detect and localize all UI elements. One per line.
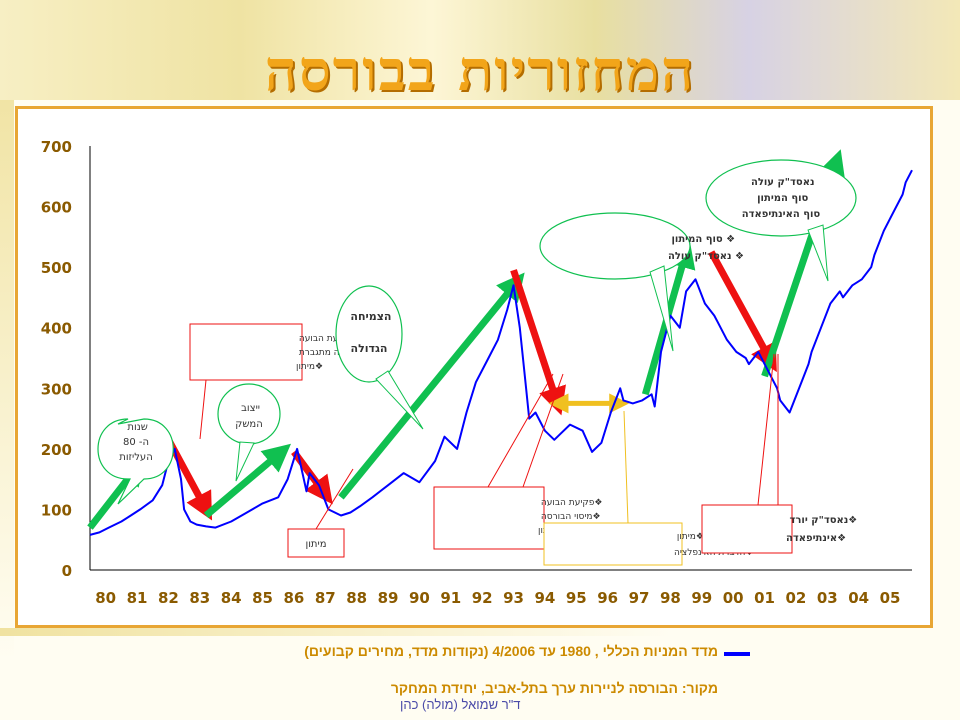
x-tick-label: 01 xyxy=(754,589,775,607)
x-tick-label: 86 xyxy=(283,589,304,607)
y-tick-label: 300 xyxy=(41,380,72,398)
slide-title: המחזוריות בבורסה xyxy=(264,38,696,104)
x-tick-label: 05 xyxy=(880,589,901,607)
author-name: ד"ר שמואל (מולה) כהן xyxy=(400,697,521,712)
decorative-header-band xyxy=(0,0,960,100)
x-tick-label: 85 xyxy=(252,589,273,607)
x-tick-label: 98 xyxy=(660,589,681,607)
callout-recession-disinflation-line: ❖מיתון xyxy=(677,532,704,542)
callout-years80-text: העליזות xyxy=(119,452,152,463)
trend-arrow-rise xyxy=(338,272,525,500)
x-tick-label: 96 xyxy=(597,589,618,607)
callout-nasdaq-rises-line: סוף המיתון xyxy=(757,193,808,204)
x-tick-label: 83 xyxy=(189,589,210,607)
y-tick-label: 200 xyxy=(41,441,72,459)
callout-bubble1: ❖פקיעת הבועה ❖אינפלציה מתגברת ❖מיתון xyxy=(189,323,377,440)
x-tick-label: 89 xyxy=(378,589,399,607)
callout-bubble2: ❖פקיעת הבועה ❖מיסוי הבורסה ❖תחילת מיתון xyxy=(433,373,603,550)
svg-text:❖ סוף המיתון ❖ נאסד"ק: ❖ סוף המיתון ❖ נאסד"ק עולה xyxy=(668,234,744,262)
x-tick-label: 97 xyxy=(629,589,650,607)
x-tick-label: 02 xyxy=(785,589,806,607)
y-tick-label: 600 xyxy=(41,199,72,217)
x-tick-label: 00 xyxy=(723,589,744,607)
callout-stabilization-text: המשק xyxy=(235,419,263,430)
x-tick-label: 03 xyxy=(817,589,838,607)
svg-text:❖נאסד"ק יורד ❖אינתיפאד: ❖נאסד"ק יורד ❖אינתיפאדה xyxy=(786,515,857,544)
callout-stabilization: ייצוב המשק xyxy=(217,383,281,482)
callout-end-recession-line: ❖ סוף המיתון xyxy=(671,234,735,245)
y-tick-label: 700 xyxy=(41,138,72,156)
callout-nasdaq-falls-line: ❖נאסד"ק יורד xyxy=(789,515,857,526)
callout-big-growth-text: הגדולה xyxy=(351,342,388,355)
x-tick-label: 04 xyxy=(848,589,869,607)
callout-nasdaq-rises: נאסד"ק עולה סוף המיתון סוף האינתיפאדה xyxy=(705,159,857,282)
legend-label: מדד המניות הכללי , 1980 עד 4/2006 (נקודו… xyxy=(304,643,718,659)
callout-end-recession-line: ❖ נאסד"ק עולה xyxy=(668,251,744,262)
x-tick-label: 90 xyxy=(409,589,430,607)
y-tick-label: 100 xyxy=(41,501,72,519)
callout-nasdaq-falls-line: ❖אינתיפאדה xyxy=(786,533,846,544)
svg-text:נאסד"ק עולה סוף המיתון: נאסד"ק עולה סוף המיתון סוף האינתיפאדה xyxy=(742,177,821,220)
callout-years80-text: שנות xyxy=(127,422,147,433)
x-tick-label: 99 xyxy=(691,589,712,607)
callout-end-recession: ❖ סוף המיתון ❖ נאסד"ק עולה xyxy=(539,212,744,352)
x-tick-label: 93 xyxy=(503,589,524,607)
callout-stabilization-text: ייצוב xyxy=(241,403,260,414)
callout-bubble1-line: ❖מיתון xyxy=(296,362,323,372)
decorative-left-band xyxy=(0,100,14,660)
callout-bubble1-line: ❖פקיעת הבועה xyxy=(299,334,361,344)
callout-nasdaq-rises-line: נאסד"ק עולה xyxy=(751,177,815,188)
callout-nasdaq-rises-line: סוף האינתיפאדה xyxy=(742,209,821,220)
callout-years80-text: ה- 80 xyxy=(123,437,149,448)
legend-swatch xyxy=(724,652,750,656)
callout-recession-text: מיתון xyxy=(305,539,326,550)
x-tick-label: 82 xyxy=(158,589,179,607)
x-tick-label: 87 xyxy=(315,589,336,607)
y-tick-label: 400 xyxy=(41,320,72,338)
x-tick-label: 95 xyxy=(566,589,587,607)
callout-nasdaq-falls: ❖נאסד"ק יורד ❖אינתיפאדה xyxy=(701,353,857,554)
svg-text:הצמיחה הגדולה: הצמיחה הגדולה xyxy=(347,310,392,355)
svg-text:ייצוב המשק: ייצוב המשק xyxy=(235,403,263,430)
x-tick-label: 92 xyxy=(472,589,493,607)
trend-arrow-fall xyxy=(510,269,566,416)
x-tick-label: 94 xyxy=(534,589,555,607)
chart-frame: 0 100 200 300 400 500 600 700 80 81 82 83 84 85 86 87 8… xyxy=(15,106,933,628)
callout-years80: שנות ה- 80 העליזות xyxy=(97,418,174,505)
x-tick-label: 80 xyxy=(95,589,116,607)
x-tick-label: 91 xyxy=(440,589,461,607)
callout-big-growth-text: הצמיחה xyxy=(350,310,391,323)
trend-arrow-fall xyxy=(708,250,777,373)
x-tick-label: 81 xyxy=(127,589,148,607)
trend-arrow-rise xyxy=(203,443,292,519)
callout-big-growth: הצמיחה הגדולה xyxy=(335,285,424,430)
chart-axes xyxy=(89,146,912,571)
decorative-bottom-band xyxy=(0,628,960,636)
x-tick-label: 84 xyxy=(221,589,242,607)
callout-recession: מיתון xyxy=(287,468,354,558)
callout-bubble2-line: ❖פקיעת הבועה xyxy=(541,498,603,508)
y-tick-label: 500 xyxy=(41,259,72,277)
source-note: מקור: הבורסה לניירות ערך בתל-אביב, יחידת… xyxy=(390,680,718,696)
index-series-line xyxy=(89,169,913,536)
y-tick-label: 0 xyxy=(62,562,72,580)
callout-bubble2-line: ❖מיסוי הבורסה xyxy=(541,512,601,522)
x-tick-label: 88 xyxy=(346,589,367,607)
